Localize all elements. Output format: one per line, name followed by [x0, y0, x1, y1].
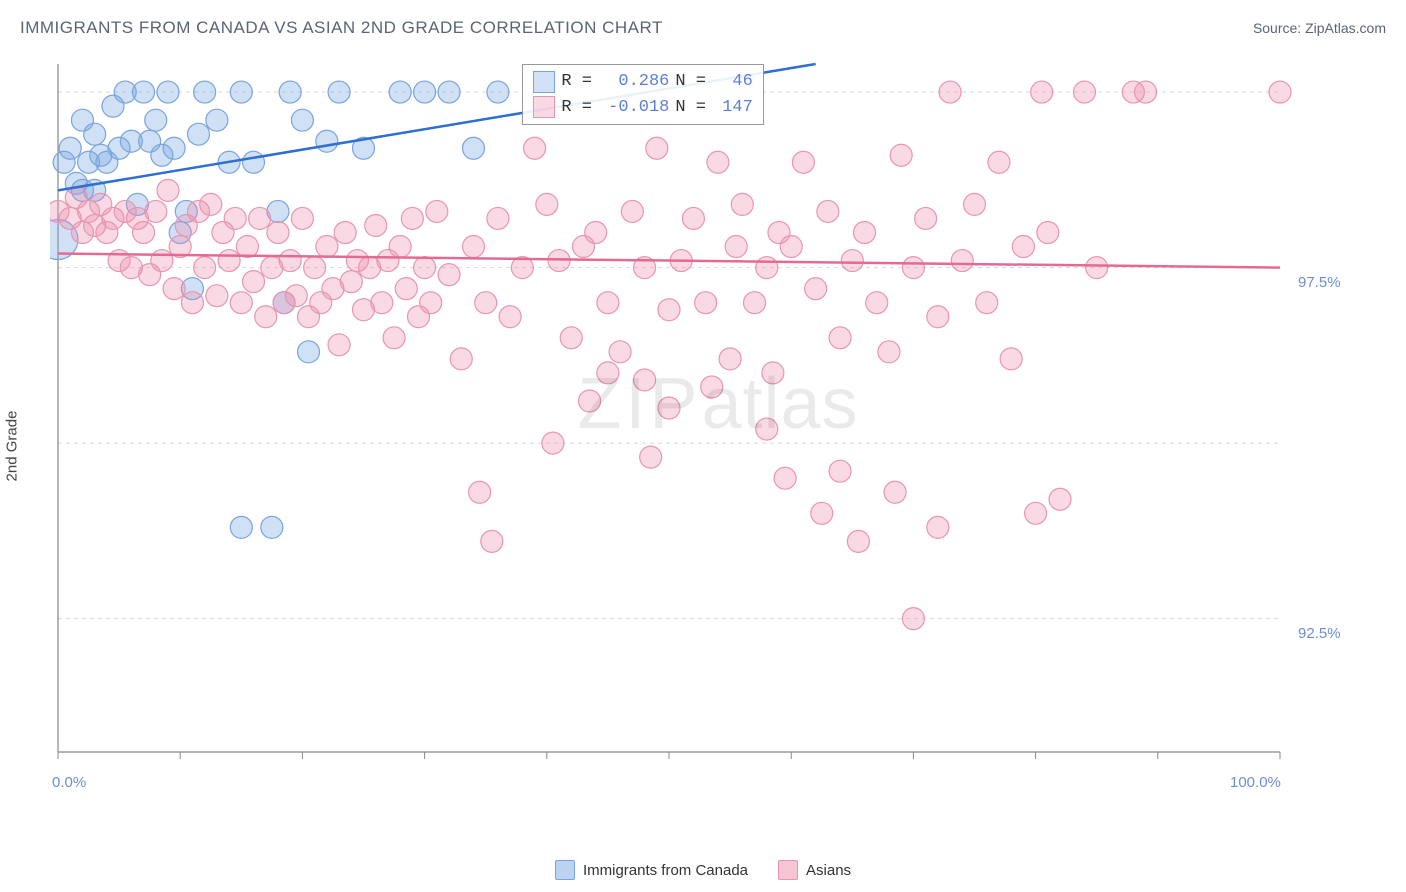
source-attribution: Source: ZipAtlas.com [1253, 20, 1386, 36]
y-tick-label: 97.5% [1298, 274, 1341, 291]
legend-label: Immigrants from Canada [583, 862, 748, 879]
source-label: Source: [1253, 20, 1301, 36]
legend-item: Asians [778, 860, 851, 880]
x-tick-label: 0.0% [52, 774, 86, 791]
legend-swatch-icon [555, 860, 575, 880]
x-tick-label: 100.0% [1230, 774, 1281, 791]
source-name: ZipAtlas.com [1305, 20, 1386, 36]
chart-header: IMMIGRANTS FROM CANADA VS ASIAN 2ND GRAD… [0, 0, 1406, 48]
stats-row: R = -0.018 N = 147 [533, 95, 752, 121]
stats-swatch-icon [533, 96, 555, 118]
y-axis-label: 2nd Grade [4, 411, 21, 482]
scatter-plot: ZIPatlas R = 0.286 N = 46 R = -0.018 N =… [50, 56, 1386, 812]
legend-item: Immigrants from Canada [555, 860, 748, 880]
plot-svg [50, 56, 1386, 812]
chart-title: IMMIGRANTS FROM CANADA VS ASIAN 2ND GRAD… [20, 18, 663, 38]
legend-label: Asians [806, 862, 851, 879]
legend-swatch-icon [778, 860, 798, 880]
stats-row: R = 0.286 N = 46 [533, 69, 752, 95]
bottom-legend: Immigrants from Canada Asians [0, 860, 1406, 880]
correlation-stats-box: R = 0.286 N = 46 R = -0.018 N = 147 [522, 64, 763, 125]
y-tick-label: 92.5% [1298, 625, 1341, 642]
stats-swatch-icon [533, 71, 555, 93]
